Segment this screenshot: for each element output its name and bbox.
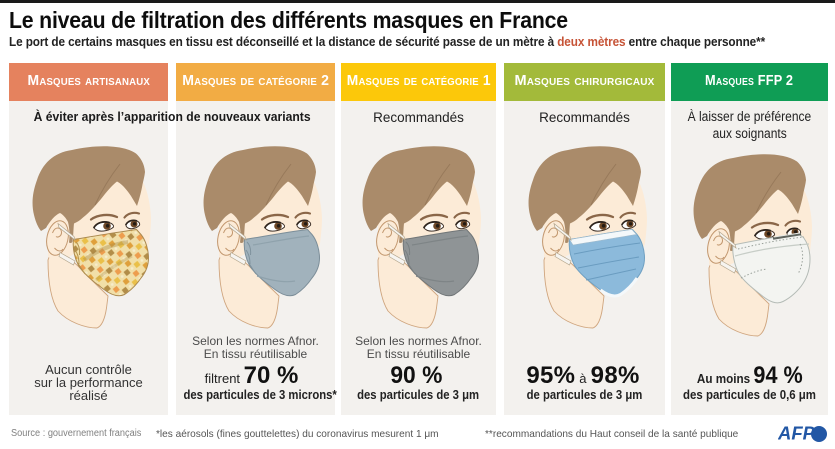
svg-text:AFP: AFP — [778, 424, 816, 444]
